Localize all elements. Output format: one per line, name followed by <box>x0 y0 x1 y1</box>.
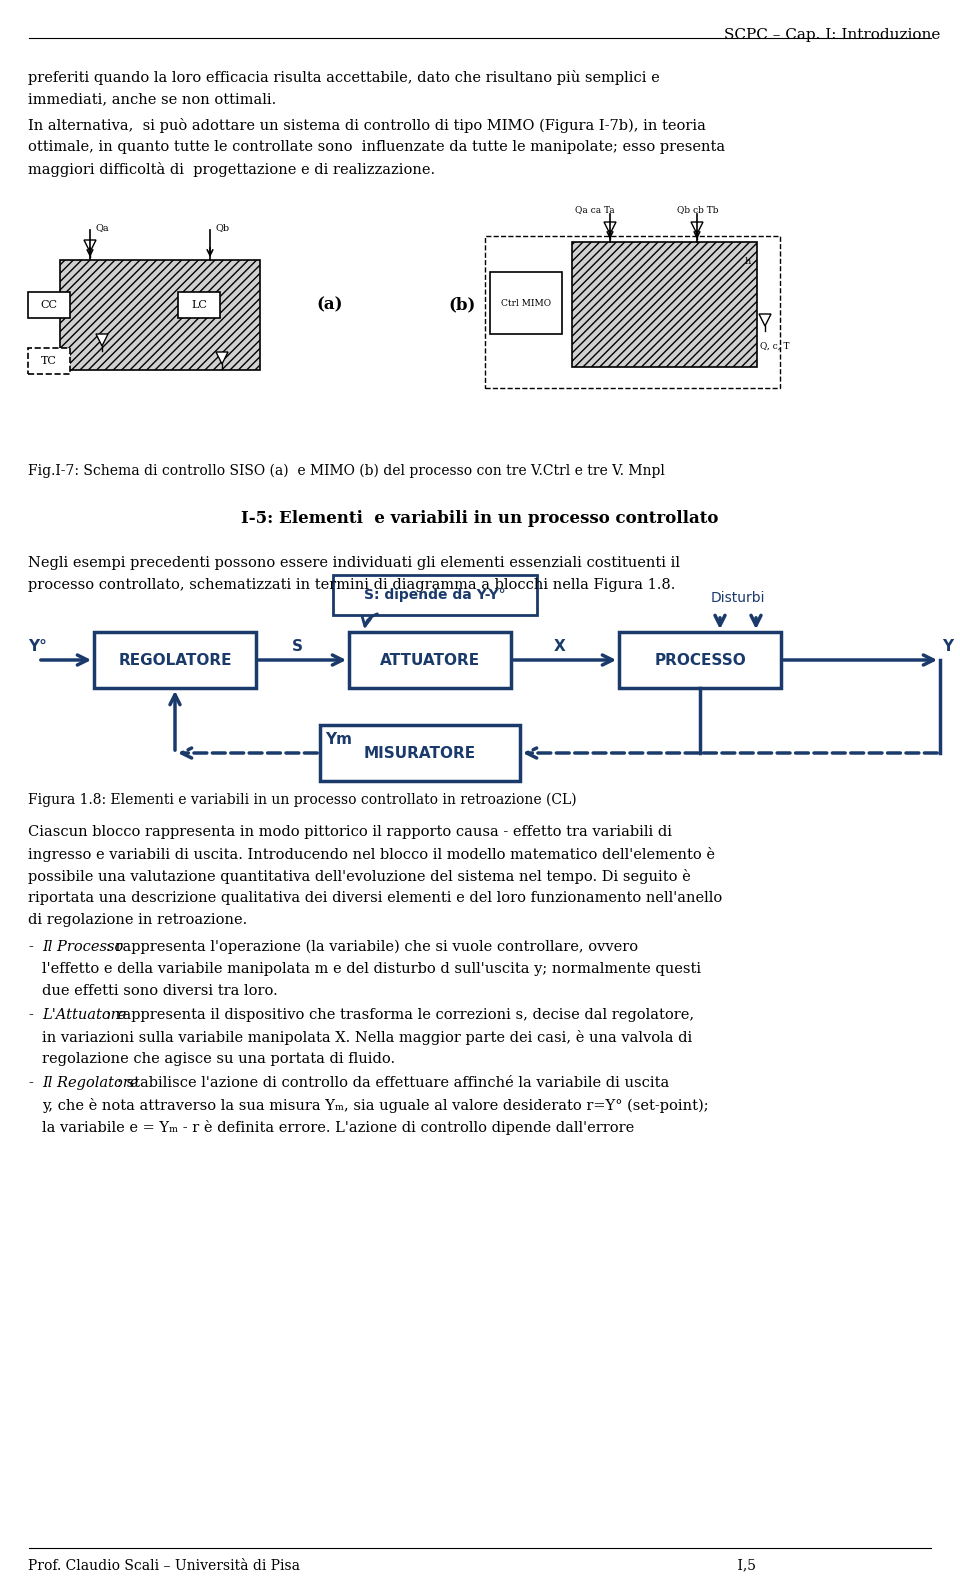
Text: : rappresenta il dispositivo che trasforma le correzioni s, decise dal regolator: : rappresenta il dispositivo che trasfor… <box>106 1008 694 1023</box>
Text: Ciascun blocco rappresenta in modo pittorico il rapporto causa - effetto tra var: Ciascun blocco rappresenta in modo pitto… <box>28 825 672 839</box>
Text: L'Attuatore: L'Attuatore <box>42 1008 127 1023</box>
Text: l'effetto e della variabile manipolata m e del disturbo d sull'uscita y; normalm: l'effetto e della variabile manipolata m… <box>42 963 701 977</box>
Text: Negli esempi precedenti possono essere individuati gli elementi essenziali costi: Negli esempi precedenti possono essere i… <box>28 555 680 570</box>
Bar <box>60 260 260 369</box>
Polygon shape <box>604 222 616 234</box>
Text: PROCESSO: PROCESSO <box>654 652 746 667</box>
Bar <box>619 633 781 688</box>
Polygon shape <box>691 222 703 234</box>
Text: MISURATORE: MISURATORE <box>364 745 476 761</box>
Text: due effetti sono diversi tra loro.: due effetti sono diversi tra loro. <box>42 985 277 997</box>
Text: SCPC – Cap. I: Introduzione: SCPC – Cap. I: Introduzione <box>724 28 940 43</box>
Text: Y: Y <box>942 639 953 653</box>
Text: Il Regolatore: Il Regolatore <box>42 1076 138 1090</box>
Text: Disturbi: Disturbi <box>710 592 765 604</box>
Text: ingresso e variabili di uscita. Introducendo nel blocco il modello matematico de: ingresso e variabili di uscita. Introduc… <box>28 847 715 862</box>
Polygon shape <box>84 240 96 252</box>
Text: (b): (b) <box>448 297 476 314</box>
Text: possibile una valutazione quantitativa dell'evoluzione del sistema nel tempo. Di: possibile una valutazione quantitativa d… <box>28 869 691 884</box>
Polygon shape <box>216 352 228 365</box>
Text: Ym: Ym <box>325 732 352 746</box>
Text: Figura 1.8: Elementi e variabili in un processo controllato in retroazione (CL): Figura 1.8: Elementi e variabili in un p… <box>28 794 577 808</box>
Text: processo controllato, schematizzati in termini di diagramma a blocchi nella Figu: processo controllato, schematizzati in t… <box>28 578 676 592</box>
Text: -: - <box>28 1008 33 1023</box>
Text: immediati, anche se non ottimali.: immediati, anche se non ottimali. <box>28 92 276 106</box>
Text: CC: CC <box>40 300 58 309</box>
Text: Fig.I-7: Schema di controllo SISO (a)  e MIMO (b) del processo con tre V.Ctrl e : Fig.I-7: Schema di controllo SISO (a) e … <box>28 464 665 478</box>
Text: TC: TC <box>41 357 57 366</box>
Text: regolazione che agisce su una portata di fluido.: regolazione che agisce su una portata di… <box>42 1053 396 1067</box>
FancyBboxPatch shape <box>333 574 537 615</box>
Text: in variazioni sulla variabile manipolata X. Nella maggior parte dei casi, è una : in variazioni sulla variabile manipolata… <box>42 1030 692 1045</box>
Text: REGOLATORE: REGOLATORE <box>118 652 231 667</box>
Bar <box>178 292 220 319</box>
Text: h: h <box>745 257 752 267</box>
Text: -: - <box>28 940 33 955</box>
Polygon shape <box>759 314 771 327</box>
Text: maggiori difficoltà di  progettazione e di realizzazione.: maggiori difficoltà di progettazione e d… <box>28 163 435 177</box>
Text: I-5: Elementi  e variabili in un processo controllato: I-5: Elementi e variabili in un processo… <box>241 510 719 527</box>
Text: Qa: Qa <box>95 222 108 232</box>
Text: S: dipende da Y-Y°: S: dipende da Y-Y° <box>364 589 506 601</box>
Text: Il Processo: Il Processo <box>42 940 123 955</box>
Text: In alternativa,  si può adottare un sistema di controllo di tipo MIMO (Figura I-: In alternativa, si può adottare un siste… <box>28 118 706 133</box>
Text: y, che è nota attraverso la sua misura Yₘ, sia uguale al valore desiderato r=Y° : y, che è nota attraverso la sua misura Y… <box>42 1098 708 1112</box>
Bar <box>490 271 562 335</box>
Bar <box>28 349 70 374</box>
Text: Y°: Y° <box>28 639 47 653</box>
Bar <box>572 241 757 368</box>
Bar <box>28 292 70 319</box>
Text: -: - <box>28 1076 33 1090</box>
Text: la variabile e = Yₘ - r è definita errore. L'azione di controllo dipende dall'er: la variabile e = Yₘ - r è definita error… <box>42 1120 635 1135</box>
Text: X: X <box>554 639 565 653</box>
Bar <box>485 237 780 388</box>
Text: di regolazione in retroazione.: di regolazione in retroazione. <box>28 914 248 926</box>
Bar <box>349 633 511 688</box>
Bar <box>94 633 256 688</box>
Text: Qb: Qb <box>215 222 229 232</box>
Text: riportata una descrizione qualitativa dei diversi elementi e del loro funzioname: riportata una descrizione qualitativa de… <box>28 892 722 906</box>
Text: Ctrl MIMO: Ctrl MIMO <box>501 298 551 308</box>
Text: Q, c, T: Q, c, T <box>760 342 789 350</box>
Text: Prof. Claudio Scali – Università di Pisa                                        : Prof. Claudio Scali – Università di Pisa <box>28 1557 756 1572</box>
Text: ATTUATORE: ATTUATORE <box>380 652 480 667</box>
Text: : rappresenta l'operazione (la variabile) che si vuole controllare, ovvero: : rappresenta l'operazione (la variabile… <box>106 940 638 955</box>
Text: (a): (a) <box>317 297 344 314</box>
Polygon shape <box>96 335 108 346</box>
Text: Qa ca Ta: Qa ca Ta <box>575 205 614 215</box>
Text: : stabilisce l'azione di controllo da effettuare affinché la variabile di uscita: : stabilisce l'azione di controllo da ef… <box>117 1076 670 1090</box>
Bar <box>320 724 520 781</box>
Text: preferiti quando la loro efficacia risulta accettabile, dato che risultano più s: preferiti quando la loro efficacia risul… <box>28 69 660 85</box>
Text: Qb cb Tb: Qb cb Tb <box>677 205 718 215</box>
Text: S: S <box>292 639 303 653</box>
Text: LC: LC <box>191 300 207 309</box>
Text: ottimale, in quanto tutte le controllate sono  influenzate da tutte le manipolat: ottimale, in quanto tutte le controllate… <box>28 140 725 155</box>
